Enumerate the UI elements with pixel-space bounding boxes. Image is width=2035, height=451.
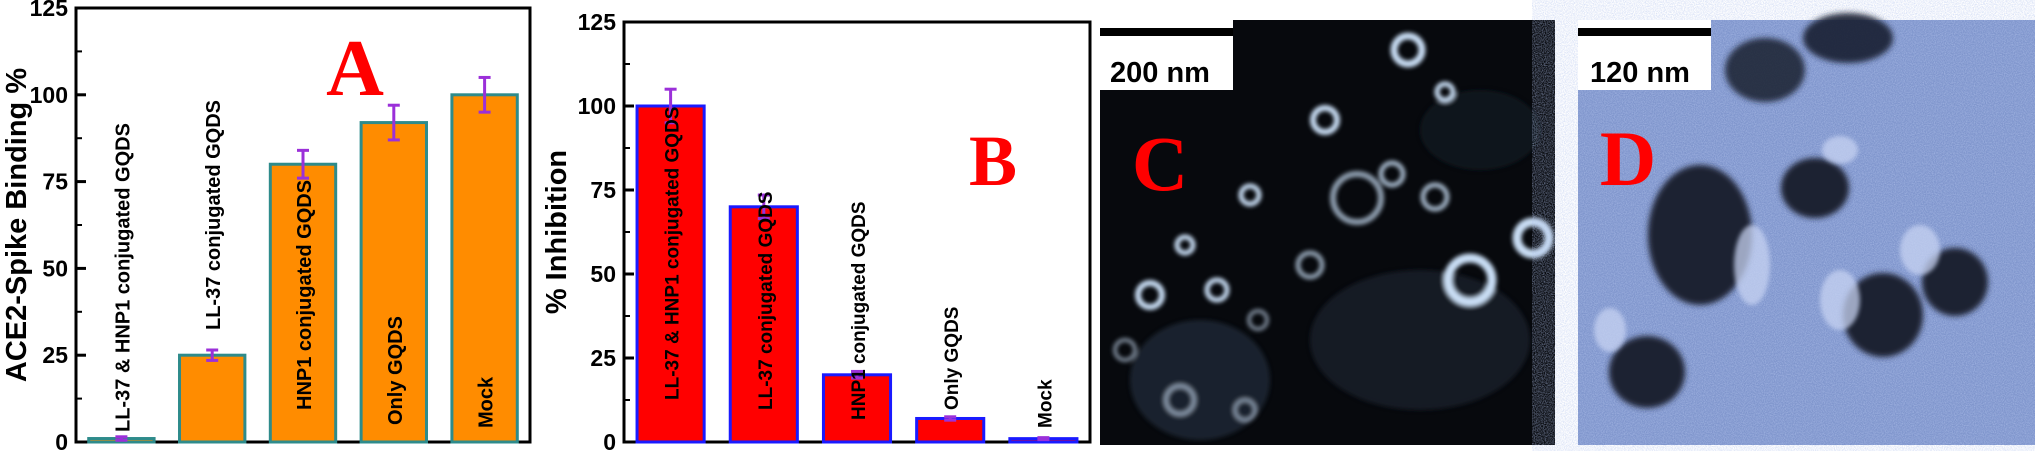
scale-bar-d bbox=[1578, 28, 1711, 36]
chartB-y-tick-label: 25 bbox=[590, 345, 616, 371]
chartB-bar bbox=[635, 104, 706, 444]
chart-a-category-labels: LL-37 & HNP1 conjugated GQDS LL-37 conjug… bbox=[112, 100, 497, 432]
chartA-category-label: Mock bbox=[476, 376, 498, 428]
chartB-category-label: Mock bbox=[1035, 379, 1056, 428]
chartA-y-tick-label: 50 bbox=[42, 255, 68, 281]
chartB-bar bbox=[915, 416, 986, 444]
chartB-y-tick-label: 125 bbox=[578, 9, 617, 35]
chartA-y-tick-label: 125 bbox=[30, 0, 69, 21]
chartA-y-tick-label: 100 bbox=[30, 82, 68, 108]
chartA-bar bbox=[450, 93, 519, 444]
chart-b: 0 25 50 75 100 125 LL-37 & HNP1 conjugated GQ… bbox=[541, 9, 1092, 451]
chartA-y-tick-label: 75 bbox=[42, 169, 68, 195]
chartB-y-tick-label: 0 bbox=[603, 429, 616, 451]
chart-b-bars bbox=[635, 87, 1079, 444]
micrograph-d: 120 nm D bbox=[1578, 13, 2035, 445]
panel-letter-c: C bbox=[1132, 120, 1188, 207]
chart-a-bars bbox=[87, 75, 519, 444]
chart-a-y-axis: 0 25 50 75 100 125 bbox=[30, 0, 86, 451]
chart-a-y-axis-label: ACE2-Spike Binding % bbox=[1, 68, 33, 382]
chartB-bar bbox=[821, 373, 893, 444]
chartB-y-tick-label: 50 bbox=[590, 261, 616, 287]
chartA-bar bbox=[268, 162, 338, 444]
chartA-category-label: LL-37 & HNP1 conjugated GQDS bbox=[112, 123, 134, 432]
chartA-category-label: LL-37 conjugated GQDS bbox=[203, 100, 225, 330]
chartB-y-tick-label: 100 bbox=[578, 93, 616, 119]
chartA-bar bbox=[178, 353, 247, 444]
scale-bar-c-label: 200 nm bbox=[1110, 57, 1210, 89]
chartA-y-tick-label: 0 bbox=[55, 429, 68, 451]
panel-letter-a: A bbox=[326, 25, 384, 113]
scale-bar-c bbox=[1100, 28, 1233, 36]
chartA-category-label: Only GQDS bbox=[385, 316, 407, 425]
chart-a: 0 25 50 75 100 125 LL-37 & HNP1 conjugated GQ… bbox=[1, 0, 532, 451]
chartB-category-label: Only GQDS bbox=[942, 307, 963, 410]
chart-b-y-axis: 0 25 50 75 100 125 bbox=[578, 9, 634, 451]
panel-letter-d: D bbox=[1600, 115, 1656, 202]
scale-bar-d-label: 120 nm bbox=[1590, 57, 1690, 89]
chartB-category-label: HNP1 conjugated GQDS bbox=[849, 201, 870, 420]
chartB-category-label: LL-37 & HNP1 conjugated GQDS bbox=[663, 107, 684, 400]
chartA-y-tick-label: 25 bbox=[42, 342, 68, 368]
micrograph-c: 200 nm C bbox=[1100, 20, 1555, 445]
chartB-category-label: LL-37 conjugated GQDS bbox=[756, 191, 777, 410]
chartA-category-label: HNP1 conjugated GQDS bbox=[294, 180, 316, 410]
chartB-bar bbox=[728, 205, 799, 444]
chart-b-y-axis-label: % Inhibition bbox=[541, 150, 573, 314]
chartA-bar bbox=[359, 121, 428, 444]
chartB-y-tick-label: 75 bbox=[590, 177, 616, 203]
chart-b-category-labels: LL-37 & HNP1 conjugated GQDS LL-37 conjug… bbox=[663, 107, 1057, 428]
panel-letter-b: B bbox=[969, 121, 1017, 201]
